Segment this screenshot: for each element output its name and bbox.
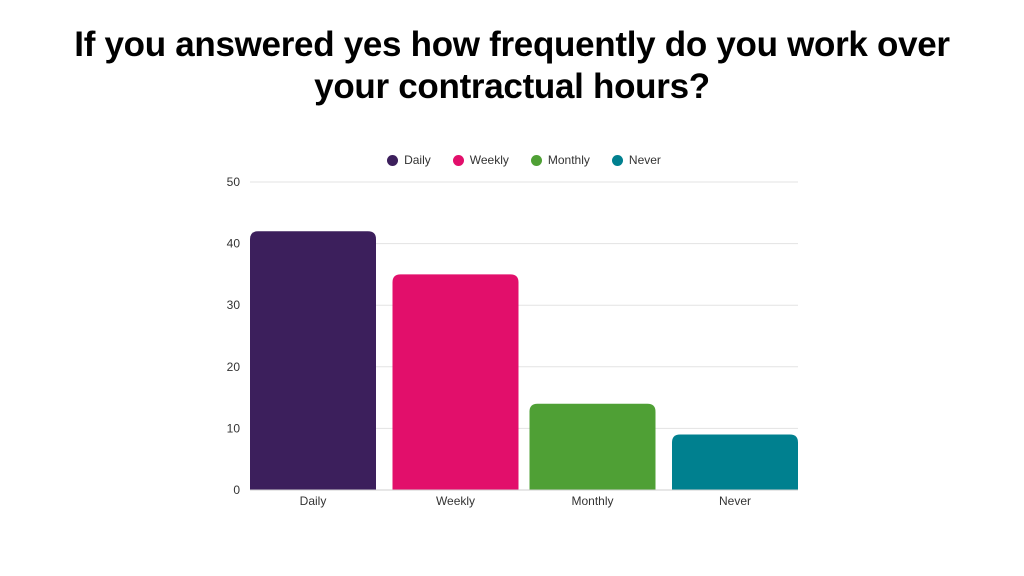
legend-swatch-daily [387,154,399,166]
legend-label-never: Never [628,153,661,167]
y-tick-label-0: 0 [233,483,240,497]
y-tick-label-10: 10 [227,421,241,435]
chart-legend: Daily Weekly Monthly Never [250,150,798,170]
y-tick-label-20: 20 [227,360,241,374]
x-tick-label-daily: Daily [300,494,327,508]
legend-swatch-monthly [530,154,542,166]
y-tick-label-50: 50 [227,175,241,189]
legend-item-never: Never [611,153,661,167]
legend-label-weekly: Weekly [469,153,509,167]
legend-item-monthly: Monthly [530,153,590,167]
legend-item-weekly: Weekly [452,153,509,167]
legend-label-daily: Daily [404,153,431,167]
y-tick-label-30: 30 [227,298,241,312]
bar-daily [250,231,376,490]
x-tick-label-never: Never [719,494,751,508]
legend-swatch-weekly [452,154,464,166]
chart-title: If you answered yes how frequently do yo… [74,25,950,106]
bar-weekly [392,274,519,490]
x-tick-label-monthly: Monthly [571,494,613,508]
bar-never [672,434,798,490]
bar-monthly [529,403,656,490]
y-tick-label-40: 40 [227,237,241,251]
legend-swatch-never [611,154,623,166]
legend-item-daily: Daily [387,153,431,167]
x-tick-label-weekly: Weekly [436,494,475,508]
legend-label-monthly: Monthly [547,153,590,167]
